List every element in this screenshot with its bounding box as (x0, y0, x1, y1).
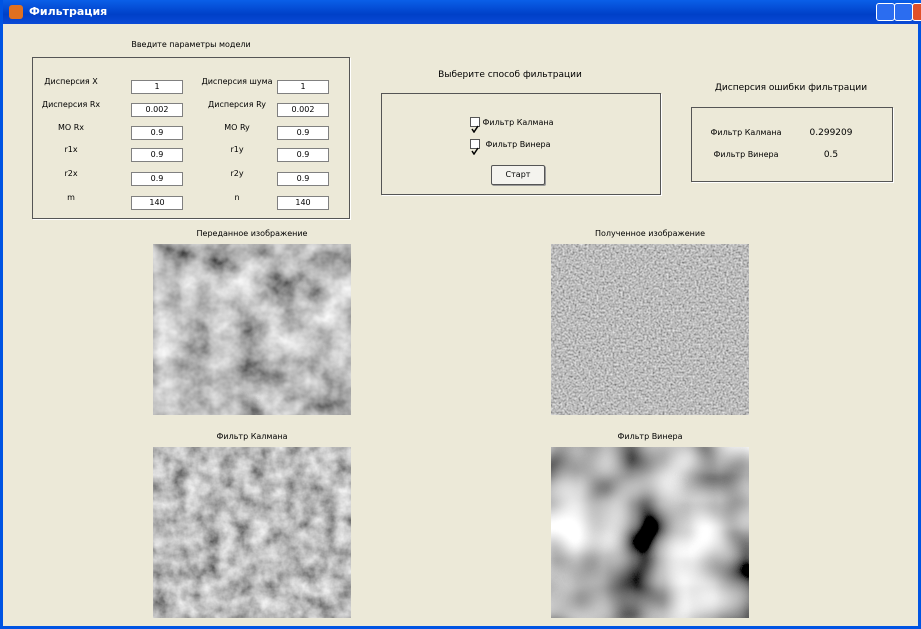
text-field[interactable]: 0.9 (277, 126, 329, 140)
close-button[interactable] (912, 3, 921, 21)
panel-title: Выберите способ фильтрации (438, 70, 582, 80)
field-label: МО Ry (224, 123, 250, 132)
error-value: 0.299209 (810, 128, 853, 138)
text-field[interactable]: 0.9 (131, 172, 183, 186)
image-texture (551, 447, 749, 618)
checkbox[interactable] (470, 139, 480, 149)
text-field[interactable]: 1 (131, 80, 183, 94)
start-button[interactable]: Старт (491, 165, 545, 185)
image-title: Переданное изображение (197, 229, 308, 238)
title-bar: Фильтрация (3, 0, 921, 24)
text-field[interactable]: 0.9 (277, 172, 329, 186)
panel-title: Дисперсия ошибки фильтрации (715, 83, 867, 93)
field-label: r1y (230, 145, 243, 154)
error-value: 0.5 (824, 150, 838, 160)
field-label: Дисперсия шума (201, 77, 272, 86)
field-label: m (67, 193, 75, 202)
image-texture (551, 244, 749, 415)
field-label: Дисперсия Ry (208, 100, 266, 109)
check-mark (471, 147, 479, 155)
maximize-button[interactable] (894, 3, 913, 21)
text-field[interactable]: 0.002 (131, 103, 183, 117)
image-title: Полученное изображение (595, 229, 705, 238)
panel-title: Введите параметры модели (131, 40, 250, 49)
text-field[interactable]: 140 (131, 196, 183, 210)
checkbox-label: Фильтр Калмана (483, 118, 554, 127)
image (551, 244, 749, 415)
error-label: Фильтр Винера (713, 150, 778, 159)
field-label: r2x (64, 169, 77, 178)
image-texture (153, 244, 351, 415)
app-icon (9, 5, 23, 19)
window-title: Фильтрация (29, 5, 107, 18)
text-field[interactable]: 0.9 (277, 148, 329, 162)
text-field[interactable]: 140 (277, 196, 329, 210)
image-texture (153, 447, 351, 618)
checkbox[interactable] (470, 117, 480, 127)
field-label: n (234, 193, 239, 202)
image (153, 244, 351, 415)
image-title: Фильтр Винера (617, 432, 682, 441)
text-field[interactable]: 0.9 (131, 148, 183, 162)
window: Фильтрация Введите параметры модели Выбе… (0, 0, 921, 629)
checkbox-label: Фильтр Винера (485, 140, 550, 149)
field-label: МО Rx (58, 123, 84, 132)
error-panel (691, 107, 893, 182)
error-label: Фильтр Калмана (711, 128, 782, 137)
field-label: Дисперсия Rx (42, 100, 100, 109)
text-field[interactable]: 0.002 (277, 103, 329, 117)
image (551, 447, 749, 618)
field-label: r1x (64, 145, 77, 154)
image-title: Фильтр Калмана (217, 432, 288, 441)
text-field[interactable]: 0.9 (131, 126, 183, 140)
image (153, 447, 351, 618)
field-label: Дисперсия Х (44, 77, 98, 86)
check-mark (471, 125, 479, 133)
text-field[interactable]: 1 (277, 80, 329, 94)
field-label: r2y (230, 169, 243, 178)
minimize-button[interactable] (876, 3, 895, 21)
